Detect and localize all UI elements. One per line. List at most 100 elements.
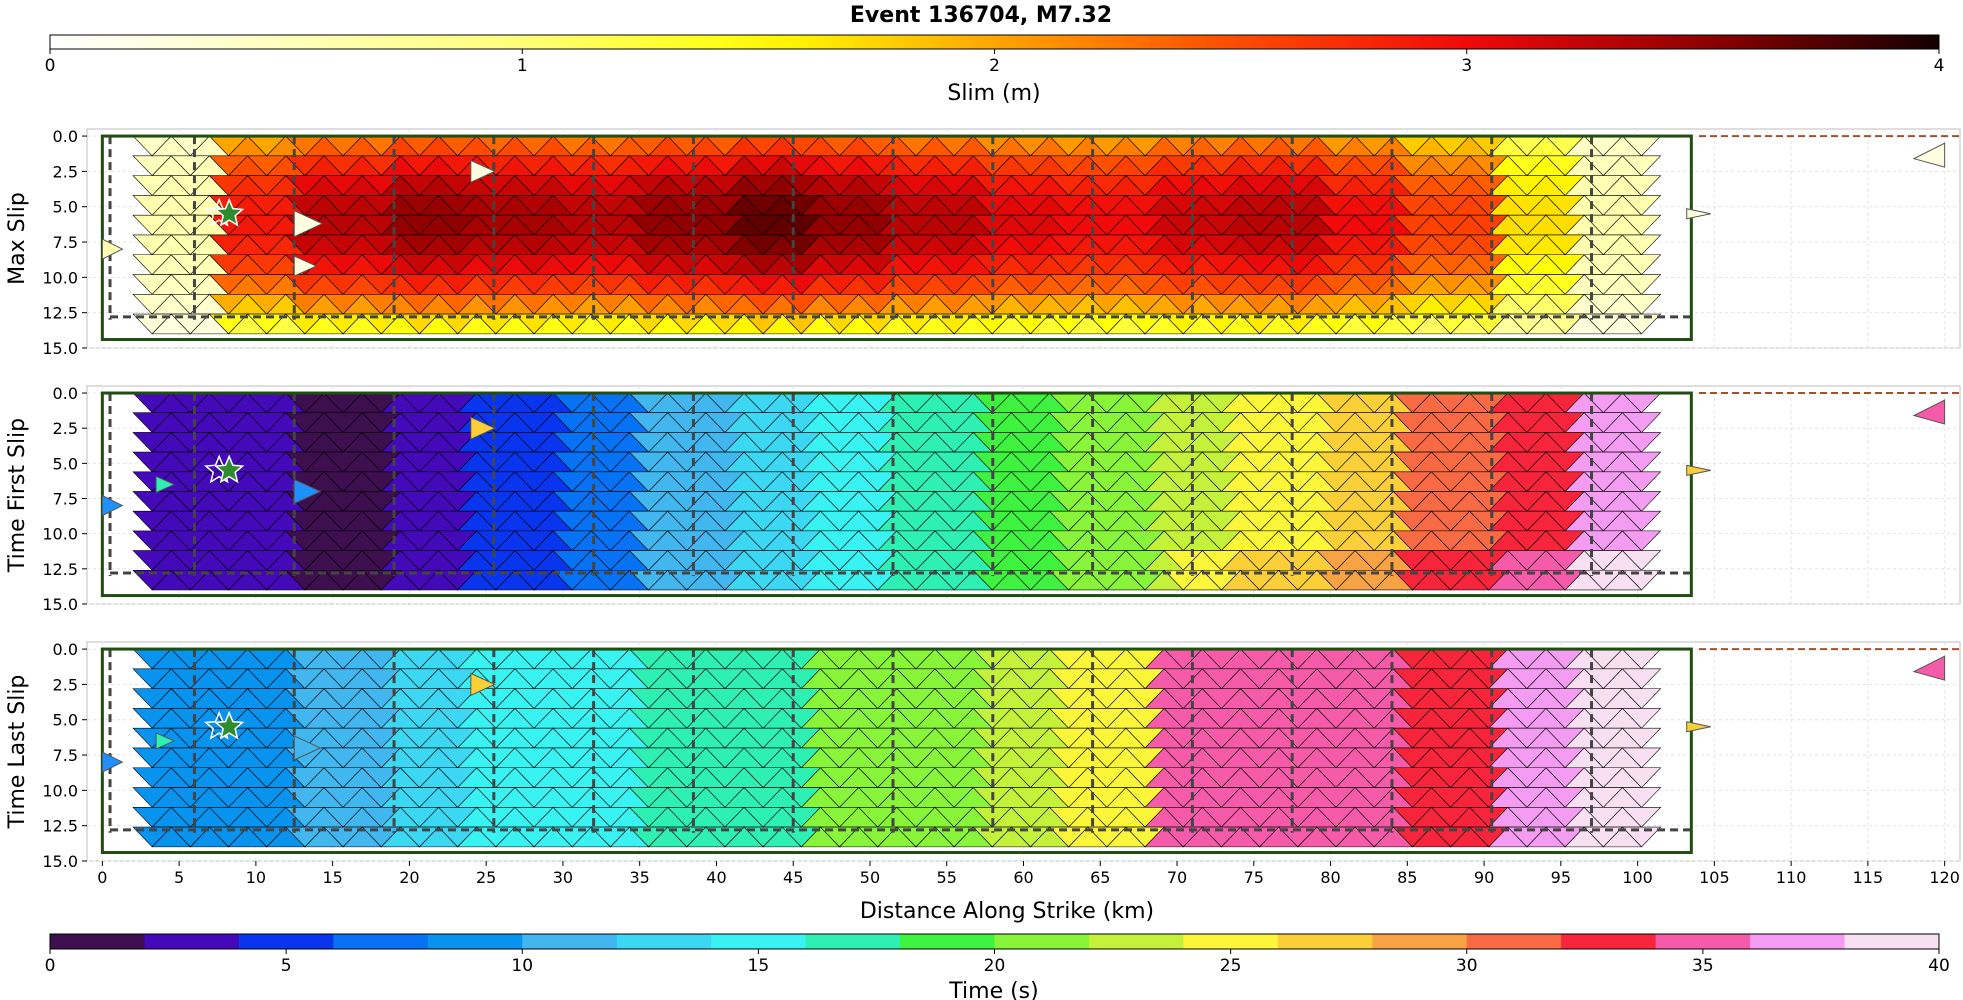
- time-colorbar-bins: [49, 933, 1940, 950]
- y-tick-label: 10.0: [42, 525, 78, 544]
- mesh-element: [1621, 826, 1662, 848]
- slim-colorbar: 0 1 2 3 4 Slim (m): [45, 34, 1945, 106]
- x-axis-ticks: 0 5 10 15 20 25 30 35 40 45 50 55 60 65 70 75 80 85 90 95 10…: [97, 861, 1960, 887]
- time-tick-label: 15: [748, 956, 770, 976]
- x-tick-label: 85: [1397, 868, 1417, 887]
- time-tick-label: 20: [984, 956, 1006, 976]
- time-colorbar-bin: [144, 934, 240, 949]
- y-tick-label: 5.0: [53, 454, 78, 473]
- fault-segments: [108, 648, 1960, 833]
- marker-triangle: [1686, 721, 1711, 733]
- y-tick-label: 10.0: [42, 268, 78, 287]
- mesh-element: [1621, 412, 1662, 433]
- panel-max-slip: 0.0 2.5 5.0 7.5 10.0 12.5 15.0 Max Slip: [5, 127, 1961, 358]
- x-axis-label: Distance Along Strike (km): [860, 899, 1154, 924]
- slip-mesh: [132, 648, 1662, 848]
- x-tick-label: 40: [706, 868, 726, 887]
- mesh-element: [1621, 747, 1662, 769]
- mesh-element: [1621, 471, 1662, 492]
- panel-time-first-slip: 0.0 2.5 5.0 7.5 10.0 12.5 15.0 Time First Slip: [5, 384, 1961, 614]
- time-colorbar-bin: [616, 934, 712, 949]
- x-tick-label: 50: [860, 868, 880, 887]
- marker-triangle: [470, 159, 497, 184]
- y-axis-ticks: 0.0 2.5 5.0 7.5 10.0 12.5 15.0: [42, 384, 87, 614]
- x-tick-label: 90: [1474, 868, 1494, 887]
- time-tick-label: 35: [1692, 956, 1714, 976]
- time-colorbar-bin: [1844, 934, 1940, 949]
- hypocenter-star: [213, 710, 245, 740]
- slim-tick-label: 0: [45, 56, 56, 76]
- mesh-element: [1621, 807, 1662, 828]
- time-colorbar-bin: [427, 934, 523, 949]
- fault-outline: [100, 391, 1693, 598]
- fault-outline: [100, 134, 1693, 342]
- x-tick-label: 55: [937, 868, 957, 887]
- y-axis-label: Time First Slip: [5, 418, 30, 573]
- y-axis-label: Time Last Slip: [5, 675, 30, 830]
- mesh-element: [1621, 274, 1662, 295]
- time-tick-label: 0: [45, 956, 56, 976]
- y-tick-label: 12.5: [42, 304, 78, 323]
- hypocenter-star: [213, 197, 245, 227]
- y-axis-ticks: 0.0 2.5 5.0 7.5 10.0 12.5 15.0: [42, 127, 87, 358]
- mesh-element: [1621, 214, 1662, 236]
- mesh-element: [1621, 491, 1662, 512]
- y-tick-label: 15.0: [42, 852, 78, 871]
- mesh-element: [1621, 432, 1662, 453]
- slim-tick-label: 2: [989, 56, 1000, 76]
- y-tick-label: 0.0: [53, 640, 78, 659]
- time-tick-label: 40: [1928, 956, 1950, 976]
- mesh-element: [1621, 708, 1662, 729]
- x-tick-label: 30: [553, 868, 573, 887]
- time-tick-label: 25: [1220, 956, 1242, 976]
- time-colorbar-bin: [1655, 934, 1751, 949]
- fault-outline: [100, 647, 1693, 855]
- time-colorbar-bin: [1372, 934, 1468, 949]
- mesh-element: [1621, 668, 1662, 690]
- y-tick-label: 12.5: [42, 817, 78, 836]
- time-colorbar-bin: [711, 934, 807, 949]
- y-tick-label: 5.0: [53, 711, 78, 730]
- time-colorbar-bin: [1088, 934, 1184, 949]
- mesh-element: [1621, 234, 1662, 256]
- fault-segments: [108, 392, 1960, 576]
- figure-title: Event 136704, M7.32: [850, 3, 1112, 28]
- mesh-element: [1621, 155, 1662, 177]
- x-tick-label: 5: [174, 868, 184, 887]
- x-tick-label: 75: [1244, 868, 1264, 887]
- mesh-element: [1621, 569, 1662, 591]
- y-axis-ticks: 0.0 2.5 5.0 7.5 10.0 12.5 15.0: [42, 640, 87, 871]
- slim-tick-label: 3: [1461, 56, 1472, 76]
- marker-triangle: [1912, 655, 1946, 681]
- x-tick-label: 80: [1320, 868, 1340, 887]
- slim-colorbar-gradient: [49, 34, 1940, 50]
- time-colorbar: 0 5 10 15 20 25 30 35 40 Time (s): [45, 933, 1950, 1000]
- y-tick-label: 15.0: [42, 339, 78, 358]
- y-tick-label: 15.0: [42, 595, 78, 614]
- x-tick-label: 70: [1167, 868, 1187, 887]
- marker-triangle: [293, 478, 322, 505]
- y-tick-label: 2.5: [53, 162, 78, 181]
- y-tick-label: 7.5: [53, 490, 78, 509]
- time-colorbar-bin: [1183, 934, 1279, 949]
- marker-triangle: [470, 416, 497, 440]
- mesh-element: [1621, 688, 1662, 709]
- slim-tick-label: 4: [1934, 56, 1945, 76]
- x-tick-label: 45: [783, 868, 803, 887]
- marker-triangle: [293, 255, 318, 277]
- x-tick-label: 35: [630, 868, 650, 887]
- y-tick-label: 12.5: [42, 560, 78, 579]
- x-tick-label: 10: [246, 868, 266, 887]
- time-colorbar-bin: [238, 934, 334, 949]
- x-tick-label: 20: [399, 868, 419, 887]
- mesh-element: [1621, 510, 1662, 532]
- y-tick-label: 7.5: [53, 233, 78, 252]
- time-colorbar-bin: [522, 934, 618, 949]
- y-tick-label: 10.0: [42, 781, 78, 800]
- x-tick-label: 110: [1776, 868, 1807, 887]
- mesh-element: [1621, 254, 1662, 275]
- marker-triangle: [101, 238, 124, 260]
- time-colorbar-ticks: 0 5 10 15 20 25 30 35 40: [45, 949, 1950, 976]
- mesh-element: [1621, 767, 1662, 788]
- marker-triangle: [155, 475, 176, 494]
